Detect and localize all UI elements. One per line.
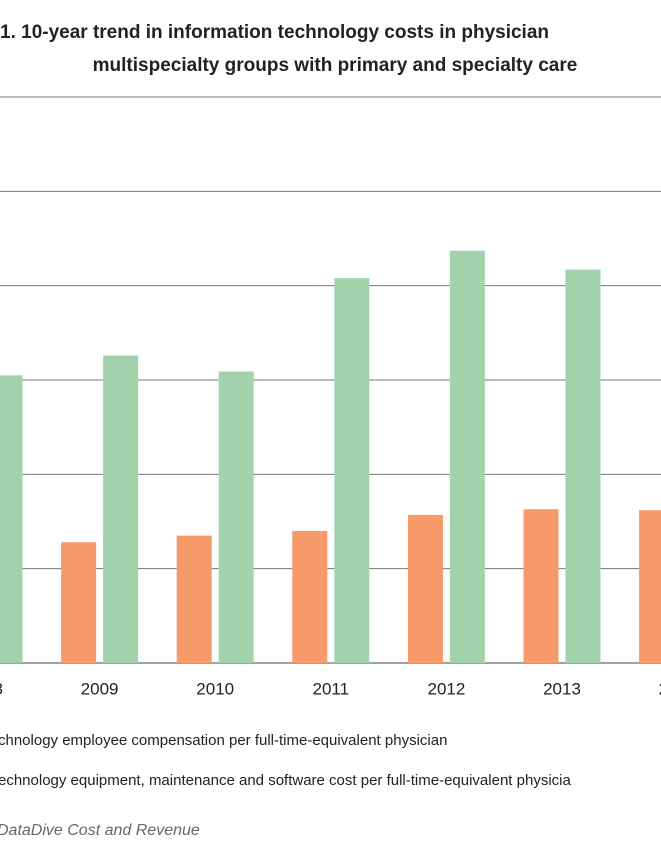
x-tick-label: 2010 xyxy=(196,679,234,698)
bar xyxy=(523,509,559,663)
bar xyxy=(218,371,254,663)
bar xyxy=(61,542,97,663)
x-tick-label: 2012 xyxy=(427,679,465,698)
chart-subtitle: multispecialty groups with primary and s… xyxy=(93,55,578,76)
legend-label: chnology employee compensation per full-… xyxy=(0,732,447,749)
bar xyxy=(565,269,601,663)
bar xyxy=(639,510,661,663)
bar xyxy=(292,530,328,663)
chart-title: 1. 10-year trend in information technolo… xyxy=(0,22,549,43)
bar xyxy=(0,375,23,663)
bar xyxy=(449,250,485,663)
x-tick-label: 2009 xyxy=(81,679,119,698)
x-tick-label: 2008 xyxy=(0,679,3,698)
legend-label: echnology equipment, maintenance and sof… xyxy=(0,772,571,789)
bar xyxy=(334,278,370,663)
x-tick-label: 2014 xyxy=(659,679,661,698)
x-tick-label: 2013 xyxy=(543,679,581,698)
bar xyxy=(176,535,212,663)
source: DataDive Cost and Revenue xyxy=(0,822,200,839)
bar xyxy=(103,355,139,663)
x-tick-label: 2011 xyxy=(313,679,350,698)
bar xyxy=(407,514,443,663)
